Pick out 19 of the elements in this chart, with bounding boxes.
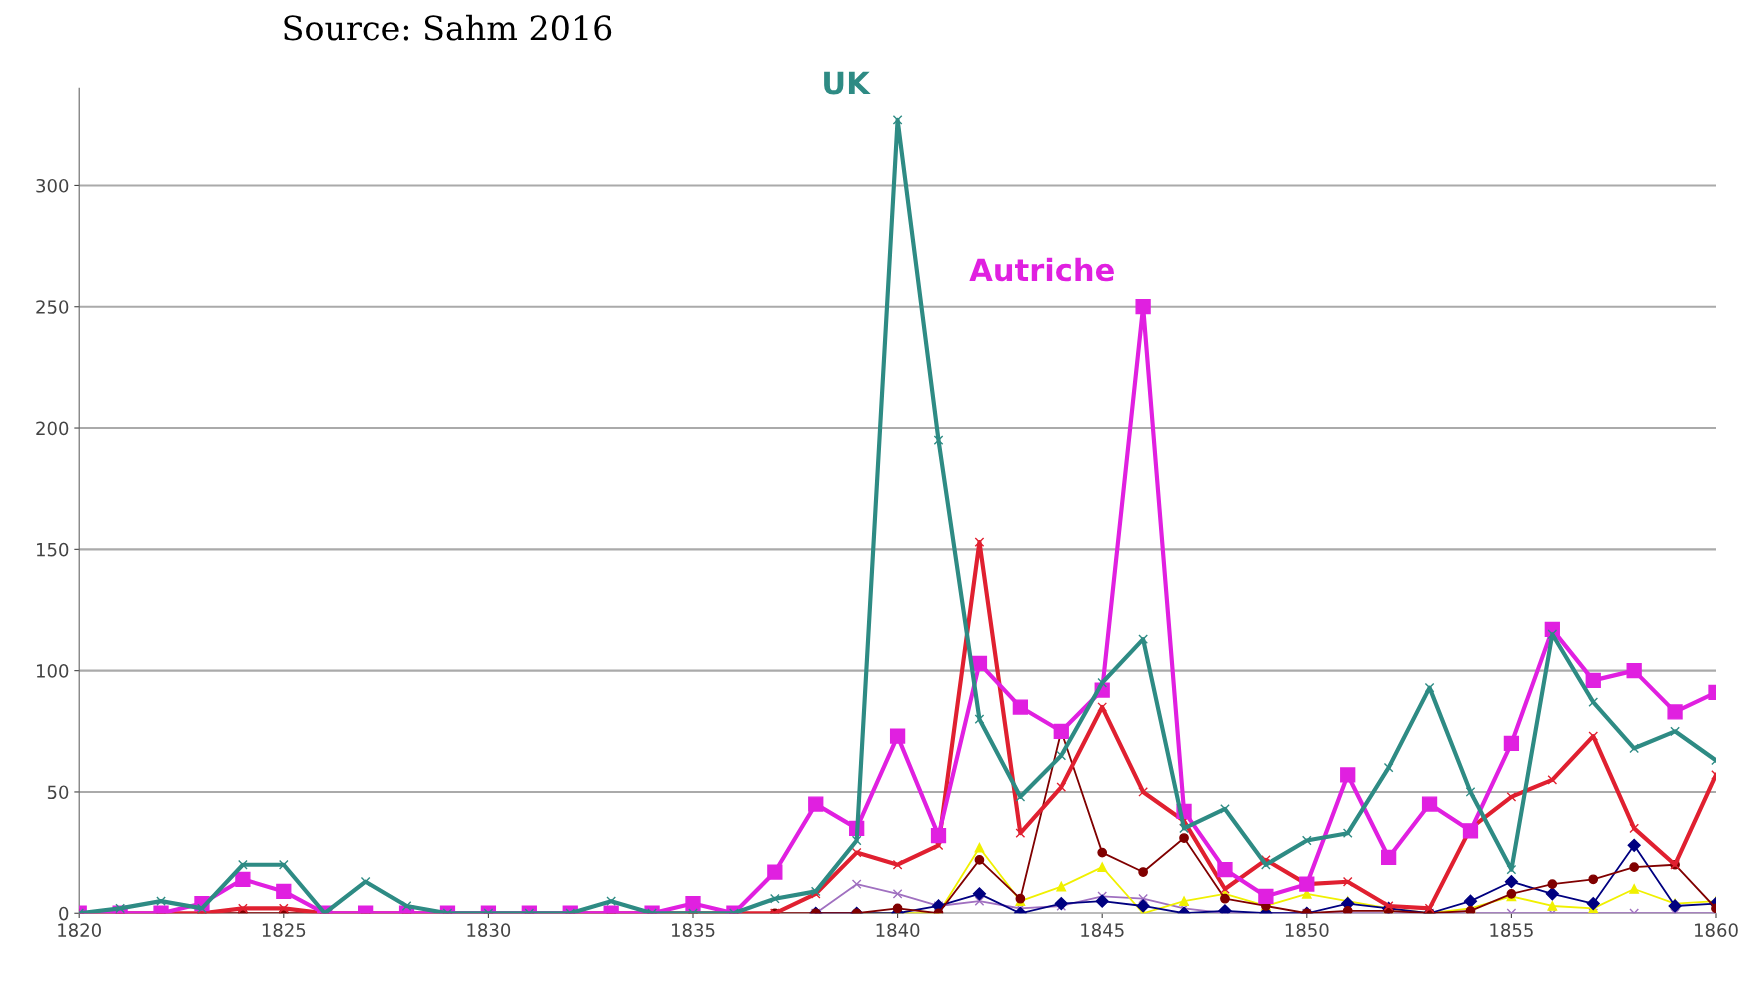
x-tick-label: 1830 <box>467 923 511 937</box>
y-tick-label: 100 <box>37 664 69 678</box>
x-tick-label: 1855 <box>1490 923 1533 937</box>
y-tick-label: 200 <box>36 421 69 436</box>
y-tick-label: 250 <box>36 300 69 314</box>
source-note: Source: Sahm 2016 <box>284 14 612 41</box>
x-tick-label: 1860 <box>1695 923 1738 937</box>
x-tick-label: 1820 <box>58 923 101 937</box>
y-tick-label: 150 <box>37 542 69 557</box>
x-tick-label: 1835 <box>672 923 715 937</box>
series-label: Autriche <box>969 257 1114 282</box>
y-tick-label: 300 <box>36 178 69 193</box>
x-tick-label: 1845 <box>1081 923 1124 937</box>
x-tick-label: 1825 <box>262 923 306 937</box>
x-tick-label: 1850 <box>1285 923 1329 937</box>
series-label: UK <box>824 71 871 95</box>
y-tick-label: 50 <box>47 785 69 800</box>
x-tick-label: 1840 <box>876 923 920 937</box>
y-tick-label: 0 <box>59 906 69 921</box>
